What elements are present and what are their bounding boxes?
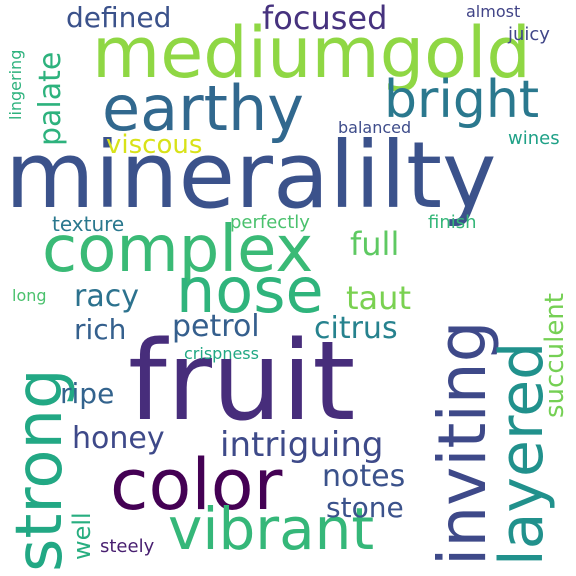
word-lingering: lingering: [6, 49, 25, 120]
word-notes: notes: [322, 459, 406, 494]
word-texture: texture: [52, 212, 125, 236]
word-well: well: [68, 512, 96, 560]
word-perfectly: perfectly: [230, 212, 310, 233]
word-steely: steely: [100, 536, 155, 557]
word-almost: almost: [466, 2, 521, 21]
word-balanced: balanced: [338, 118, 412, 137]
word-taut: taut: [346, 279, 411, 317]
word-viscous: viscous: [106, 130, 203, 160]
word-defined: defined: [66, 1, 172, 34]
word-complex: complex: [42, 213, 314, 287]
word-citrus: citrus: [314, 311, 398, 346]
word-earthy: earthy: [102, 72, 304, 145]
word-wines: wines: [508, 128, 560, 149]
word-crispness: crispness: [184, 344, 259, 363]
word-succulent: succulent: [540, 293, 570, 418]
word-racy: racy: [74, 279, 139, 314]
word-palate: palate: [33, 51, 68, 146]
word-nose: nose: [176, 254, 324, 327]
word-juicy: juicy: [508, 24, 550, 45]
word-mediumgold: mediumgold: [92, 12, 531, 94]
word-finish: finish: [428, 212, 477, 233]
word-minerality: mineralilty: [5, 122, 497, 229]
word-intriguing: intriguing: [220, 425, 384, 465]
word-full: full: [350, 225, 400, 263]
word-bright: bright: [384, 70, 540, 130]
word-stone: stone: [326, 491, 404, 524]
word-color: color: [110, 444, 283, 526]
word-vibrant: vibrant: [168, 495, 375, 563]
word-ripe: ripe: [60, 377, 115, 410]
word-focused: focused: [262, 0, 388, 37]
word-petrol: petrol: [172, 309, 260, 344]
word-rich: rich: [74, 313, 127, 346]
word-fruit: fruit: [128, 317, 356, 445]
word-long: long: [12, 286, 47, 305]
word-honey: honey: [72, 421, 165, 456]
